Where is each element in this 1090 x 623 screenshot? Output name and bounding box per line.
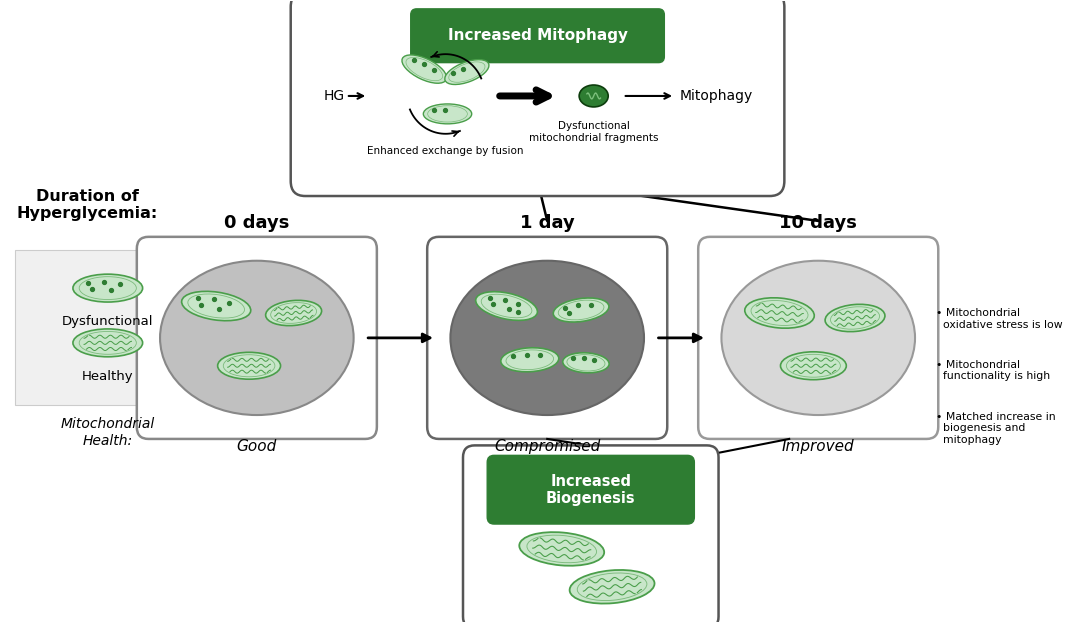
Ellipse shape xyxy=(500,348,559,372)
Ellipse shape xyxy=(423,104,472,124)
Text: HG: HG xyxy=(324,89,344,103)
Text: • Mitochondrial
  functionality is high: • Mitochondrial functionality is high xyxy=(936,360,1051,381)
Text: Increased
Biogenesis: Increased Biogenesis xyxy=(546,473,635,506)
Text: Enhanced exchange by fusion: Enhanced exchange by fusion xyxy=(367,146,524,156)
Ellipse shape xyxy=(579,85,608,107)
Ellipse shape xyxy=(825,304,885,331)
Text: • Mitochondrial
  oxidative stress is low: • Mitochondrial oxidative stress is low xyxy=(936,308,1063,330)
Text: Increased Mitophagy: Increased Mitophagy xyxy=(448,28,628,43)
FancyBboxPatch shape xyxy=(699,237,938,439)
FancyBboxPatch shape xyxy=(15,250,201,404)
Ellipse shape xyxy=(160,261,353,415)
Ellipse shape xyxy=(450,261,644,415)
Ellipse shape xyxy=(80,277,136,300)
Text: Good: Good xyxy=(237,439,277,454)
FancyBboxPatch shape xyxy=(411,9,664,63)
Ellipse shape xyxy=(80,331,136,354)
Text: 10 days: 10 days xyxy=(779,214,857,232)
Ellipse shape xyxy=(578,573,646,601)
Text: Mitophagy: Mitophagy xyxy=(680,89,753,103)
Text: Improved: Improved xyxy=(782,439,855,454)
Ellipse shape xyxy=(558,300,604,320)
Ellipse shape xyxy=(402,55,447,83)
Ellipse shape xyxy=(427,106,468,122)
Ellipse shape xyxy=(223,354,275,377)
FancyBboxPatch shape xyxy=(291,0,785,196)
Ellipse shape xyxy=(266,300,322,326)
Ellipse shape xyxy=(562,353,609,373)
Text: Healthy: Healthy xyxy=(82,370,134,383)
Ellipse shape xyxy=(187,294,244,318)
Ellipse shape xyxy=(445,60,489,85)
Ellipse shape xyxy=(405,57,443,81)
Text: • Matched increase in
  biogenesis and
  mitophagy: • Matched increase in biogenesis and mit… xyxy=(936,412,1056,445)
Text: 0 days: 0 days xyxy=(225,214,290,232)
Ellipse shape xyxy=(506,350,554,369)
Ellipse shape xyxy=(554,298,609,322)
Ellipse shape xyxy=(570,570,654,604)
Ellipse shape xyxy=(475,292,537,320)
Ellipse shape xyxy=(744,298,814,328)
Ellipse shape xyxy=(449,62,485,82)
Text: Dysfunctional: Dysfunctional xyxy=(62,315,154,328)
Text: Compromised: Compromised xyxy=(494,439,601,454)
Ellipse shape xyxy=(722,261,915,415)
Ellipse shape xyxy=(526,535,596,563)
Ellipse shape xyxy=(482,294,532,318)
Ellipse shape xyxy=(218,353,280,379)
Ellipse shape xyxy=(786,354,840,377)
Ellipse shape xyxy=(751,300,808,325)
Text: Duration of
Hyperglycemia:: Duration of Hyperglycemia: xyxy=(16,189,158,221)
FancyBboxPatch shape xyxy=(427,237,667,439)
Ellipse shape xyxy=(780,352,846,379)
FancyBboxPatch shape xyxy=(137,237,377,439)
Ellipse shape xyxy=(73,274,143,302)
Text: Mitochondrial
Health:: Mitochondrial Health: xyxy=(61,417,155,447)
Ellipse shape xyxy=(270,303,316,323)
Ellipse shape xyxy=(831,307,880,329)
Ellipse shape xyxy=(519,532,604,566)
FancyBboxPatch shape xyxy=(487,455,694,524)
Ellipse shape xyxy=(567,354,605,371)
Text: 1 day: 1 day xyxy=(520,214,574,232)
Text: Dysfunctional
mitochondrial fragments: Dysfunctional mitochondrial fragments xyxy=(529,121,658,143)
FancyBboxPatch shape xyxy=(463,445,718,623)
Ellipse shape xyxy=(182,292,251,321)
Ellipse shape xyxy=(73,329,143,357)
